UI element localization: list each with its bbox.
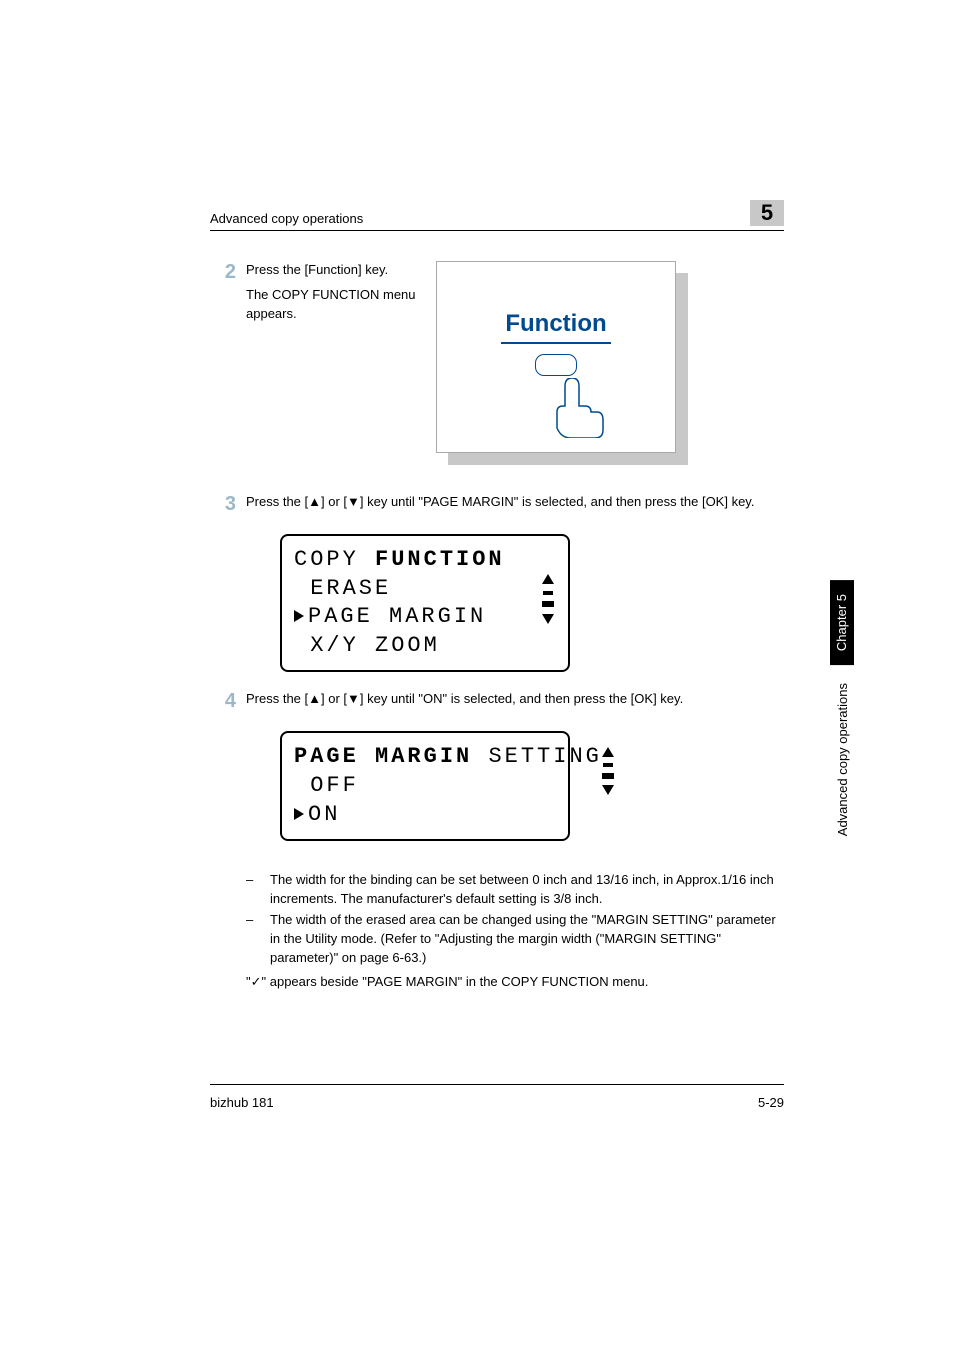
step-body: Press the [Function] key. The COPY FUNCT… <box>246 261 784 461</box>
lcd-title: PAGE MARGIN SETTING <box>294 743 602 772</box>
function-key-illustration: Function <box>436 261 686 461</box>
lcd-scrollbar <box>540 546 556 624</box>
lcd-item-on: ON <box>294 801 602 830</box>
step-text: Press the [▲] or [▼] key until "ON" is s… <box>246 690 784 713</box>
footer-model: bizhub 181 <box>210 1095 274 1110</box>
lcd-item-page-margin: PAGE MARGIN <box>294 603 540 632</box>
scroll-down-icon <box>602 785 614 795</box>
step-4: 4 Press the [▲] or [▼] key until "ON" is… <box>210 690 784 713</box>
list-item: – The width of the erased area can be ch… <box>246 911 784 968</box>
scroll-thumb <box>602 773 614 779</box>
bullet-dash: – <box>246 911 270 968</box>
scroll-track <box>543 591 553 595</box>
scroll-down-icon <box>542 614 554 624</box>
list-item: – The width for the binding can be set b… <box>246 871 784 909</box>
scroll-thumb <box>542 601 554 607</box>
step-number: 3 <box>210 493 246 516</box>
illustration-panel: Function <box>436 261 676 453</box>
pointer-icon <box>294 610 304 622</box>
step-text: Press the [▲] or [▼] key until "PAGE MAR… <box>246 493 784 516</box>
scroll-track <box>603 763 613 767</box>
lcd-title: COPY FUNCTION <box>294 546 540 575</box>
lcd-item-xy-zoom: X/Y ZOOM <box>294 632 540 661</box>
bullet-text: The width of the erased area can be chan… <box>270 911 784 968</box>
bullet-dash: – <box>246 871 270 909</box>
lcd-item-off: OFF <box>294 772 602 801</box>
step-2: 2 Press the [Function] key. The COPY FUN… <box>210 261 784 461</box>
lcd-lines: COPY FUNCTION ERASE PAGE MARGIN X/Y ZOOM <box>294 546 540 660</box>
side-tab: Chapter 5 Advanced copy operations <box>830 580 854 836</box>
scroll-up-icon <box>602 747 614 757</box>
pointer-icon <box>294 808 304 820</box>
step-text: Press the [Function] key. The COPY FUNCT… <box>246 261 416 324</box>
page-footer: bizhub 181 5-29 <box>210 1084 784 1110</box>
step-number: 4 <box>210 690 246 713</box>
side-section-label: Advanced copy operations <box>835 683 850 836</box>
step-number: 2 <box>210 261 246 461</box>
side-chapter-label: Chapter 5 <box>830 580 854 665</box>
scroll-up-icon <box>542 574 554 584</box>
step-line: The COPY FUNCTION menu appears. <box>246 286 416 324</box>
function-label: Function <box>501 307 611 344</box>
lcd-item-erase: ERASE <box>294 575 540 604</box>
function-key-shape <box>535 354 577 376</box>
footer-page-number: 5-29 <box>758 1095 784 1110</box>
document-page: Advanced copy operations 5 2 Press the [… <box>0 0 954 1350</box>
header-title: Advanced copy operations <box>210 211 363 226</box>
lcd-scrollbar <box>602 743 614 795</box>
bullet-text: The width for the binding can be set bet… <box>270 871 784 909</box>
finger-icon <box>555 378 605 438</box>
page-header: Advanced copy operations 5 <box>210 200 784 231</box>
notes-list: – The width for the binding can be set b… <box>246 871 784 967</box>
chapter-number-box: 5 <box>750 200 784 226</box>
step-line: Press the [Function] key. <box>246 261 416 280</box>
lcd-copy-function: COPY FUNCTION ERASE PAGE MARGIN X/Y ZOOM <box>280 534 570 672</box>
lcd-page-margin-setting: PAGE MARGIN SETTING OFF ON <box>280 731 570 841</box>
checkmark-note: "✓" appears beside "PAGE MARGIN" in the … <box>246 974 784 990</box>
lcd-lines: PAGE MARGIN SETTING OFF ON <box>294 743 602 829</box>
step-3: 3 Press the [▲] or [▼] key until "PAGE M… <box>210 493 784 516</box>
